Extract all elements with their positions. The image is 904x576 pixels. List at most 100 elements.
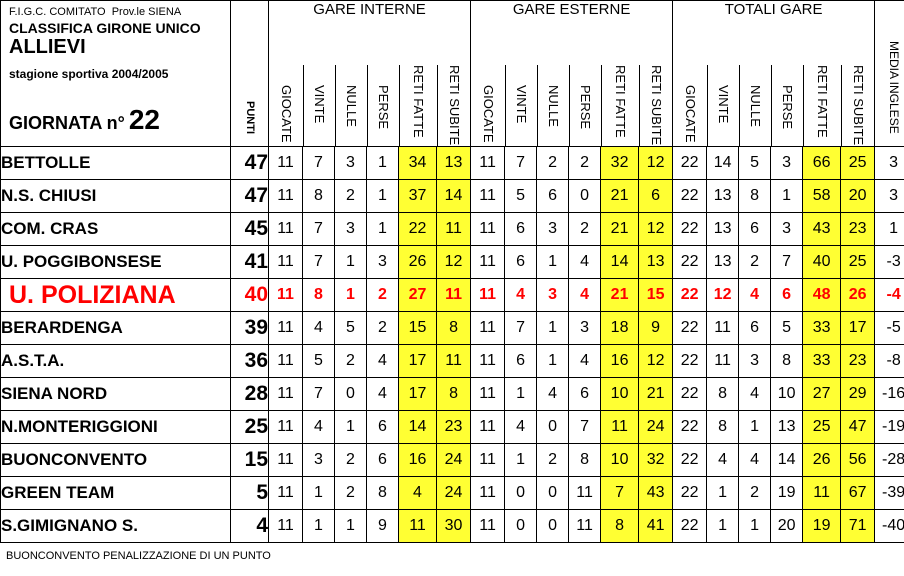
media-inglese-value: 1 bbox=[874, 212, 904, 246]
team-row: COM. CRAS 45 11 7 3 1 22 11 11 6 3 2 21 12 22 13 6 3 43 23 1 bbox=[0, 212, 904, 246]
interne-reti-fatte: 4 bbox=[398, 476, 437, 510]
totali-perse: 14 bbox=[770, 443, 804, 477]
esterne-vinte: 0 bbox=[504, 476, 538, 510]
interne-reti-subite: 8 bbox=[435, 311, 472, 345]
totali-reti-subite: 26 bbox=[840, 278, 876, 312]
totali-vinte: 1 bbox=[706, 509, 740, 543]
totali-reti-fatte: 19 bbox=[802, 509, 842, 543]
esterne-perse: 7 bbox=[568, 410, 602, 444]
gare-esterne-sub-reti-fatte: RETI FATTE bbox=[613, 65, 629, 138]
esterne-giocate: 11 bbox=[470, 212, 506, 246]
esterne-reti-subite: 15 bbox=[638, 278, 674, 312]
team-points: 41 bbox=[230, 245, 269, 279]
interne-vinte: 3 bbox=[302, 443, 335, 477]
esterne-giocate: 11 bbox=[470, 179, 506, 213]
team-row: S.GIMIGNANO S. 4 11 1 1 9 11 30 11 0 0 11 8 41 22 1 1 20 1… bbox=[0, 509, 904, 543]
totali-reti-subite: 25 bbox=[840, 245, 876, 279]
totali-reti-subite: 23 bbox=[840, 212, 876, 246]
subcolumn-divider bbox=[399, 65, 400, 146]
totali-perse: 3 bbox=[770, 146, 804, 180]
esterne-vinte: 6 bbox=[504, 344, 538, 378]
esterne-perse: 4 bbox=[568, 278, 602, 312]
interne-reti-subite: 14 bbox=[435, 179, 472, 213]
esterne-reti-fatte: 11 bbox=[600, 410, 640, 444]
interne-reti-subite: 11 bbox=[435, 212, 472, 246]
totali-giocate: 22 bbox=[672, 476, 708, 510]
totali-reti-fatte: 43 bbox=[802, 212, 842, 246]
category-label: ALLIEVI bbox=[9, 36, 86, 58]
esterne-giocate: 11 bbox=[470, 146, 506, 180]
esterne-perse: 0 bbox=[568, 179, 602, 213]
interne-nulle: 0 bbox=[334, 377, 367, 411]
esterne-vinte: 4 bbox=[504, 278, 538, 312]
totali-perse: 7 bbox=[770, 245, 804, 279]
team-points: 36 bbox=[230, 344, 269, 378]
totali-gare-sub-giocate: GIOCATE bbox=[683, 85, 699, 143]
esterne-giocate: 11 bbox=[470, 311, 506, 345]
esterne-giocate: 11 bbox=[470, 344, 506, 378]
interne-perse: 6 bbox=[366, 443, 399, 477]
team-row: U. POLIZIANA 40 11 8 1 2 27 11 11 4 3 4 21 15 22 12 4 6 48… bbox=[0, 278, 904, 312]
totali-vinte: 13 bbox=[706, 245, 740, 279]
team-name: U. POLIZIANA bbox=[0, 278, 231, 312]
totali-nulle: 6 bbox=[738, 311, 772, 345]
team-name: S.GIMIGNANO S. bbox=[0, 509, 231, 543]
team-row: N.S. CHIUSI 47 11 8 2 1 37 14 11 5 6 0 21 6 22 13 8 1 58 20… bbox=[0, 179, 904, 213]
esterne-nulle: 6 bbox=[536, 179, 570, 213]
gare-interne-sub-vinte: VINTE bbox=[312, 85, 327, 124]
interne-vinte: 1 bbox=[302, 476, 335, 510]
interne-reti-subite: 13 bbox=[435, 146, 472, 180]
totali-vinte: 14 bbox=[706, 146, 740, 180]
esterne-reti-subite: 9 bbox=[638, 311, 674, 345]
interne-nulle: 1 bbox=[334, 245, 367, 279]
esterne-reti-subite: 24 bbox=[638, 410, 674, 444]
team-row: A.S.T.A. 36 11 5 2 4 17 11 11 6 1 4 16 12 22 11 3 8 33 23 -8 bbox=[0, 344, 904, 378]
esterne-reti-fatte: 10 bbox=[600, 377, 640, 411]
esterne-nulle: 1 bbox=[536, 344, 570, 378]
totali-perse: 3 bbox=[770, 212, 804, 246]
esterne-perse: 2 bbox=[568, 212, 602, 246]
interne-reti-fatte: 34 bbox=[398, 146, 437, 180]
interne-vinte: 8 bbox=[302, 179, 335, 213]
interne-perse: 1 bbox=[366, 212, 399, 246]
totali-nulle: 3 bbox=[738, 344, 772, 378]
esterne-reti-fatte: 18 bbox=[600, 311, 640, 345]
totali-vinte: 8 bbox=[706, 410, 740, 444]
totali-perse: 6 bbox=[770, 278, 804, 312]
team-row: BETTOLLE 47 11 7 3 1 34 13 11 7 2 2 32 12 22 14 5 3 66 25 3 bbox=[0, 146, 904, 180]
interne-reti-fatte: 15 bbox=[398, 311, 437, 345]
season-label: stagione sportiva 2004/2005 bbox=[9, 67, 169, 81]
totali-nulle: 5 bbox=[738, 146, 772, 180]
totali-nulle: 6 bbox=[738, 212, 772, 246]
gare-interne-sub-perse: PERSE bbox=[376, 85, 391, 130]
gare-interne-sub-reti-subite: RETI SUBITE bbox=[447, 65, 462, 146]
team-name: BETTOLLE bbox=[0, 146, 231, 180]
interne-reti-fatte: 27 bbox=[398, 278, 437, 312]
totali-nulle: 1 bbox=[738, 410, 772, 444]
totali-giocate: 22 bbox=[672, 245, 708, 279]
interne-giocate: 11 bbox=[268, 344, 303, 378]
totali-nulle: 4 bbox=[738, 278, 772, 312]
totali-reti-fatte: 40 bbox=[802, 245, 842, 279]
org-label: F.I.G.C. COMITATO bbox=[9, 6, 106, 18]
esterne-giocate: 11 bbox=[470, 443, 506, 477]
interne-vinte: 7 bbox=[302, 377, 335, 411]
totali-giocate: 22 bbox=[672, 344, 708, 378]
interne-reti-subite: 11 bbox=[435, 344, 472, 378]
esterne-reti-subite: 32 bbox=[638, 443, 674, 477]
interne-reti-fatte: 14 bbox=[398, 410, 437, 444]
team-points: 39 bbox=[230, 311, 269, 345]
team-row: N.MONTERIGGIONI 25 11 4 1 6 14 23 11 4 0 7 11 24 22 8 1 1… bbox=[0, 410, 904, 444]
team-points: 5 bbox=[230, 476, 269, 510]
totali-giocate: 22 bbox=[672, 179, 708, 213]
giornata-number: 22 bbox=[128, 104, 161, 135]
media-inglese-value: -40 bbox=[874, 509, 904, 543]
gare-interne-header: GARE INTERNE GIOCATE VINTE NULLE PERSE RETI F… bbox=[267, 0, 472, 147]
interne-vinte: 7 bbox=[302, 212, 335, 246]
team-name: N.S. CHIUSI bbox=[0, 179, 231, 213]
standings-table: F.I.G.C. COMITATO Prov.le SIENA CLASSIFI… bbox=[0, 0, 904, 543]
media-inglese-value: 3 bbox=[874, 179, 904, 213]
gare-interne-sub-reti-fatte: RETI FATTE bbox=[411, 65, 426, 138]
esterne-perse: 2 bbox=[568, 146, 602, 180]
totali-reti-fatte: 66 bbox=[802, 146, 842, 180]
